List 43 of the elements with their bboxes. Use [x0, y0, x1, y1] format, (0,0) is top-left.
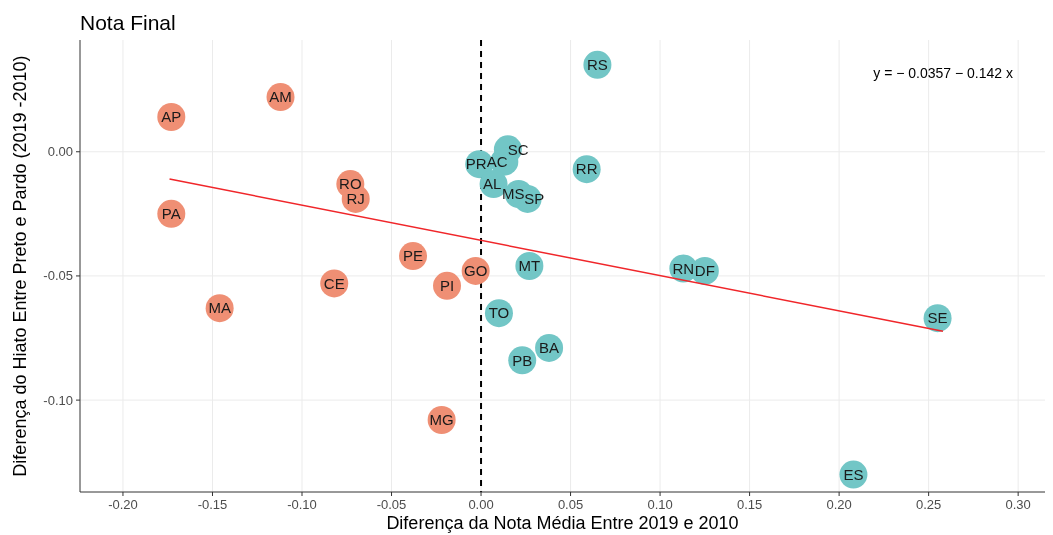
data-label: AP [161, 108, 182, 126]
data-label: DF [694, 262, 715, 280]
data-label: PI [439, 277, 455, 295]
chart-title: Nota Final [80, 11, 176, 34]
data-label: SE [927, 309, 948, 327]
y-axis-title: Diferença do Hiato Entre Preto e Pardo (2019 -2010) [10, 55, 30, 477]
data-label: CE [323, 274, 345, 292]
x-tick-label: 0.15 [736, 497, 763, 512]
x-tick-label: 0.20 [826, 497, 852, 512]
data-label: AM [269, 88, 292, 106]
y-tick-label: -0.10 [43, 392, 73, 408]
data-label: PB [512, 351, 533, 369]
x-tick-label: -0.15 [197, 497, 228, 512]
data-label: PE [403, 247, 424, 265]
x-tick-label: 0.10 [647, 497, 673, 512]
data-label: PR [465, 155, 487, 173]
data-label: RO [339, 175, 362, 193]
annotation: y = − 0.0357 − 0.142 x [873, 65, 1013, 81]
data-label: PA [161, 205, 181, 223]
data-label: TO [488, 304, 510, 322]
data-label: MG [429, 411, 454, 429]
x-axis-title: Diferença da Nota Média Entre 2019 e 2010 [386, 513, 739, 533]
data-label: RJ [346, 190, 365, 208]
data-label: MA [208, 299, 231, 317]
x-tick-label: -0.10 [287, 497, 317, 512]
x-tick-label: -0.20 [108, 497, 138, 512]
data-label: MT [518, 257, 541, 275]
data-label: AL [483, 175, 502, 193]
x-tick-label: 0.00 [468, 497, 494, 512]
x-tick-label: -0.05 [376, 497, 407, 512]
x-tick-label: 0.05 [557, 497, 584, 512]
y-tick-label: 0.00 [47, 144, 73, 160]
data-label: ES [843, 465, 864, 483]
data-label: GO [464, 262, 488, 280]
data-label: AC [486, 152, 508, 170]
data-label: MS [502, 185, 525, 203]
data-label: RN [672, 259, 695, 277]
x-tick-label: 0.25 [915, 497, 942, 512]
data-label: BA [539, 339, 560, 357]
data-label: RR [575, 160, 598, 178]
data-label: RS [586, 56, 608, 74]
x-tick-label: 0.30 [1005, 497, 1031, 512]
y-tick-label: -0.05 [43, 268, 73, 284]
